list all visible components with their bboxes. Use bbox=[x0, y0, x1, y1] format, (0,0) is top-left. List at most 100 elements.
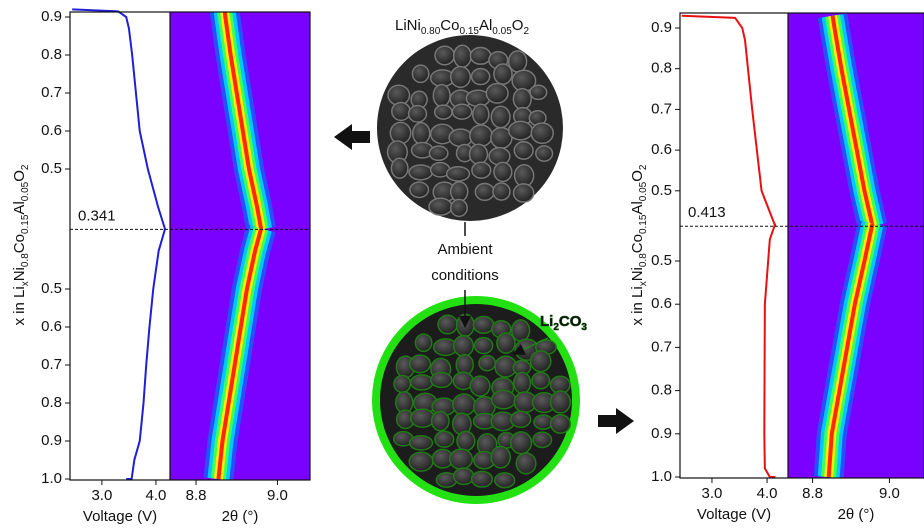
grain bbox=[475, 184, 494, 201]
grain bbox=[497, 333, 515, 353]
grain bbox=[409, 452, 433, 471]
grain bbox=[475, 338, 493, 354]
grain bbox=[413, 123, 430, 144]
grain bbox=[411, 375, 433, 390]
grain bbox=[491, 446, 510, 467]
y-label-part: Al bbox=[11, 201, 28, 214]
grain bbox=[412, 65, 428, 82]
pristine-particle bbox=[377, 35, 563, 221]
grain bbox=[472, 162, 491, 178]
grain bbox=[410, 182, 429, 197]
y-label-part: O bbox=[11, 170, 28, 182]
y-label-part: x in Li bbox=[629, 286, 646, 325]
grain bbox=[514, 372, 531, 393]
grain bbox=[435, 105, 452, 119]
x-tick-label: 3.0 bbox=[702, 485, 723, 502]
y-label-part: 0.05 bbox=[20, 181, 31, 201]
grain bbox=[450, 449, 473, 469]
grain bbox=[492, 390, 516, 408]
y-tick-label: 0.6 bbox=[651, 295, 672, 312]
grain bbox=[470, 376, 490, 396]
grain bbox=[536, 146, 553, 161]
y-tick-label: 0.6 bbox=[651, 141, 672, 158]
y-label-part: 0.05 bbox=[638, 181, 649, 201]
y-tick-label: 1.0 bbox=[651, 468, 672, 485]
grain bbox=[472, 69, 490, 85]
x-axis-label: Voltage (V) bbox=[697, 506, 771, 523]
grain bbox=[513, 184, 533, 202]
y-tick-label: 0.5 bbox=[651, 182, 672, 199]
y-label-part: O bbox=[629, 170, 646, 182]
y-axis-label: x in LixNi0.8Co0.15Al0.05O2 bbox=[629, 164, 649, 325]
grain bbox=[511, 432, 532, 454]
y-label-part: 0.8 bbox=[638, 253, 649, 267]
grain bbox=[429, 198, 452, 215]
grain bbox=[531, 123, 553, 143]
grain bbox=[470, 144, 488, 164]
grain bbox=[435, 46, 454, 64]
grain bbox=[438, 315, 457, 333]
grain bbox=[454, 468, 474, 484]
grain bbox=[431, 373, 452, 388]
grain bbox=[511, 411, 531, 427]
grain bbox=[551, 391, 571, 413]
grain bbox=[452, 104, 471, 119]
y-tick-label: 0.7 bbox=[651, 100, 672, 117]
grain bbox=[457, 431, 475, 450]
x-axis-label: 2θ (°) bbox=[222, 508, 259, 525]
y-label-part: x in Li bbox=[11, 286, 28, 325]
grain bbox=[493, 183, 510, 200]
y-tick-label: 0.9 bbox=[41, 8, 62, 25]
grain bbox=[470, 125, 492, 146]
grain bbox=[411, 409, 435, 427]
grain bbox=[415, 334, 431, 351]
y-tick-label: 0.8 bbox=[41, 46, 62, 63]
y-tick-label: 0.7 bbox=[651, 338, 672, 355]
y-tick-label: 0.5 bbox=[41, 160, 62, 177]
grain bbox=[532, 372, 549, 388]
y-tick-label: 0.6 bbox=[41, 318, 62, 335]
grain bbox=[390, 122, 410, 143]
y-axis-label: x in LixNi0.8Co0.15Al0.05O2 bbox=[11, 164, 31, 325]
grain bbox=[514, 142, 533, 159]
coating-label: Li2CO3 bbox=[540, 313, 587, 333]
grain bbox=[473, 317, 493, 334]
x-tick-label: 9.0 bbox=[267, 487, 288, 504]
y-tick-label: 0.6 bbox=[41, 122, 62, 139]
grain bbox=[410, 355, 431, 373]
y-label-part: 2 bbox=[20, 164, 31, 170]
grain bbox=[470, 48, 490, 65]
turn-label: 0.413 bbox=[688, 204, 726, 221]
y-tick-label: 0.8 bbox=[651, 382, 672, 399]
formula: LiNi0.80Co0.15Al0.05O2 bbox=[395, 17, 529, 37]
y-label-part: Ni bbox=[11, 267, 28, 281]
grain bbox=[494, 64, 512, 84]
y-tick-label: 0.7 bbox=[41, 356, 62, 373]
voltage-curve bbox=[72, 9, 165, 229]
grain bbox=[394, 375, 411, 392]
grain bbox=[551, 415, 571, 433]
y-tick-label: 0.9 bbox=[651, 19, 672, 36]
y-tick-label: 0.9 bbox=[41, 432, 62, 449]
grain bbox=[409, 165, 432, 180]
grain bbox=[392, 102, 410, 120]
grain bbox=[509, 121, 533, 139]
grain bbox=[479, 355, 495, 370]
grain bbox=[432, 411, 449, 430]
grain bbox=[410, 436, 433, 450]
y-label-part: 2 bbox=[638, 164, 649, 170]
y-tick-label: 0.5 bbox=[41, 280, 62, 297]
grain bbox=[453, 394, 475, 415]
grain bbox=[433, 85, 450, 107]
grain bbox=[494, 162, 512, 181]
x-tick-label: 4.0 bbox=[757, 485, 778, 502]
x-tick-label: 8.8 bbox=[802, 485, 823, 502]
x-axis-label: 2θ (°) bbox=[838, 506, 875, 523]
voltage-curve bbox=[126, 229, 165, 479]
x-tick-label: 4.0 bbox=[146, 487, 167, 504]
grain bbox=[447, 167, 470, 181]
y-tick-label: 0.5 bbox=[651, 252, 672, 269]
y-tick-label: 0.9 bbox=[651, 425, 672, 442]
grain bbox=[449, 129, 472, 146]
grain bbox=[409, 106, 427, 122]
